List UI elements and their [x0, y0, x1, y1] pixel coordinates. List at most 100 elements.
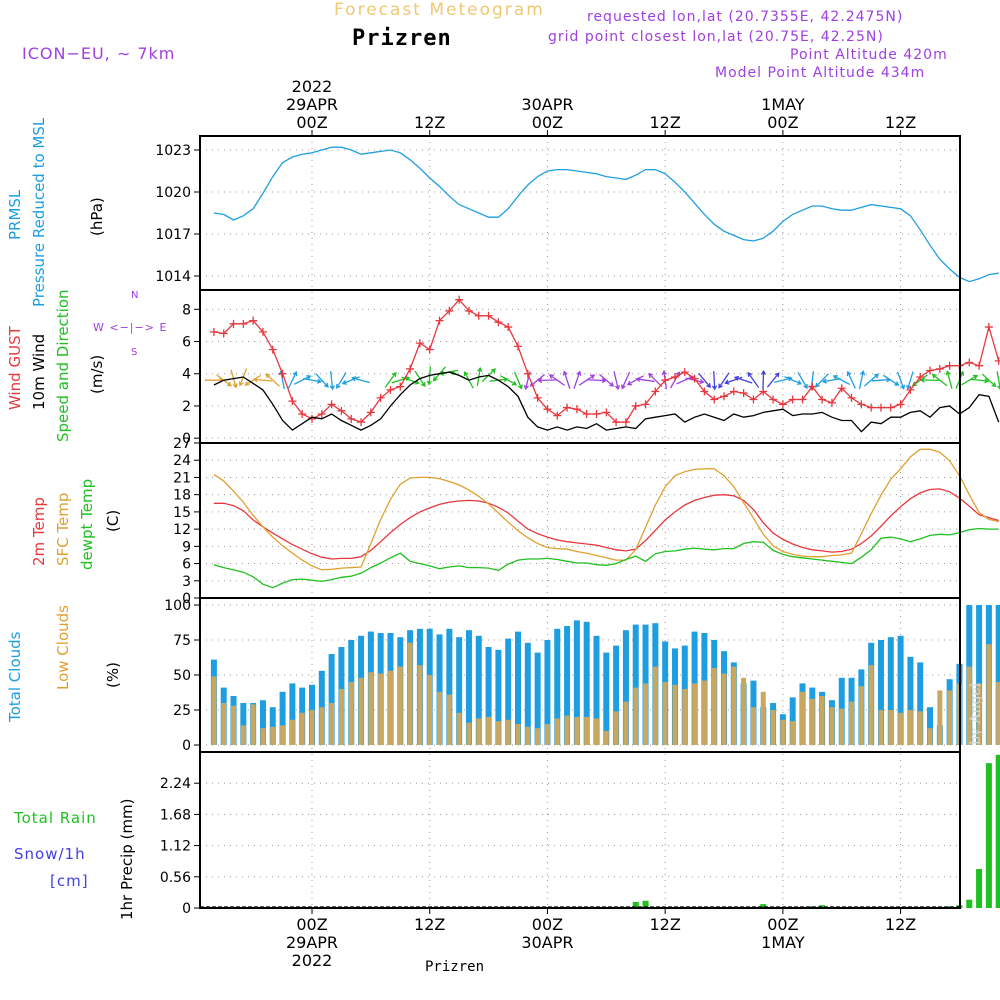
temp-2m-label: 2m Temp: [30, 497, 48, 566]
wind-arrow-shaft: [530, 374, 546, 387]
watermark: by Angel: [968, 682, 984, 745]
forecast-meteogram-title: Forecast Meteogram: [334, 0, 545, 20]
gust-marker: [651, 387, 660, 396]
low-cloud-bar: [898, 712, 904, 745]
total-cloud-bar: [613, 645, 620, 745]
total-clouds-label: Total Clouds: [6, 631, 24, 722]
gust-marker: [670, 372, 679, 381]
wind-arrow: [351, 376, 370, 384]
wind-arrow: [391, 375, 411, 384]
low-cloud-bar: [750, 707, 756, 745]
gust-marker: [827, 398, 836, 407]
gust-marker: [906, 385, 915, 394]
wind-arrow-shaft: [598, 373, 614, 387]
pressure-tick-label: 1020: [155, 185, 191, 201]
wind-arrow-head: [945, 370, 951, 376]
wind-series-10m-wind: [213, 371, 1000, 433]
gust-marker: [945, 361, 954, 370]
low-cloud-bar: [790, 721, 796, 745]
low-cloud-bar: [888, 710, 894, 745]
gust-marker: [327, 400, 336, 409]
wind-arrow-shaft: [578, 374, 595, 386]
temperature-series-dewpt-temp: [213, 527, 999, 589]
wind-arrow: [919, 377, 940, 383]
temperature-series-2m-temp: [213, 488, 999, 560]
low-cloud-bar: [907, 710, 913, 745]
wind-arrow-head: [463, 371, 469, 377]
temperature-series-sfc-temp: [213, 448, 999, 571]
wind-arrow-shaft: [847, 371, 856, 389]
wind-arrow-head: [706, 383, 711, 389]
wind-arrow-head: [699, 378, 705, 385]
low-cloud-bar: [996, 682, 1000, 745]
wind-arrow: [970, 378, 990, 384]
low-cloud-bar: [221, 703, 227, 745]
total-cloud-bar: [269, 707, 276, 745]
wind-arrow-head: [336, 383, 341, 389]
gust-marker: [317, 410, 326, 419]
total-cloud-bar: [554, 628, 561, 745]
wind-arrow-head: [621, 384, 626, 390]
gust-marker: [474, 311, 483, 320]
wind-arrow: [766, 372, 780, 388]
wind-arrow-shaft: [932, 374, 948, 387]
gust-marker: [739, 389, 748, 398]
low-cloud-bar: [593, 718, 599, 745]
wind-arrow: [814, 373, 829, 388]
rain-bar: [632, 901, 639, 908]
low-cloud-bar: [711, 668, 717, 745]
wind-arrow: [760, 369, 767, 390]
wind-tick-label: 0: [182, 431, 191, 447]
wind-arrow-head: [316, 378, 323, 384]
wind-arrow-shaft: [352, 377, 370, 384]
wind-arrow-shaft: [762, 371, 765, 390]
wind-arrow-shaft: [747, 372, 760, 388]
wind-arrow-head: [590, 374, 596, 380]
gust-marker: [563, 403, 572, 412]
total-cloud-bar: [573, 620, 580, 745]
wind-arrow-head: [626, 380, 632, 386]
precip-tick-label: 0: [182, 901, 191, 917]
gust-marker: [798, 395, 807, 404]
total-cloud-bar: [976, 605, 983, 745]
low-cloud-bar: [437, 691, 443, 745]
gust-marker: [680, 368, 689, 377]
wind-arrow-shaft: [833, 375, 850, 385]
low-cloud-bar: [770, 710, 776, 745]
low-cloud-bar: [760, 691, 766, 745]
wind-arrow: [537, 377, 557, 384]
prmsl-desc-label: Pressure Reduced to MSL: [30, 117, 48, 307]
wind-arrow: [832, 375, 850, 385]
low-cloud-bar: [358, 677, 364, 745]
wind-arrow-head: [931, 373, 937, 379]
gust-marker: [337, 406, 346, 415]
low-cloud-bar: [643, 683, 649, 745]
low-cloud-bar: [839, 708, 845, 745]
wind-arrow-shaft: [253, 378, 272, 382]
total-cloud-bar: [897, 635, 904, 745]
temperature-tick-label: 15: [173, 505, 191, 521]
wind-arrow-head: [747, 371, 753, 377]
wind-arrow: [747, 371, 760, 388]
low-cloud-bar: [976, 683, 982, 745]
temperature-tick-label: 18: [173, 488, 191, 504]
gust-marker: [523, 369, 532, 378]
clouds-tick-label: 0: [182, 738, 191, 754]
wind-arrow-shaft: [265, 373, 280, 387]
clouds-tick-label: 25: [173, 703, 191, 719]
total-cloud-bar: [534, 652, 541, 745]
wind-arrow: [578, 374, 596, 386]
temp-unit-label: (C): [104, 509, 122, 532]
wind-tick-label: 4: [182, 367, 191, 383]
gust-marker: [876, 403, 885, 412]
gust-marker: [808, 382, 817, 391]
total-cloud-bar: [465, 630, 472, 745]
low-cloud-bar: [466, 722, 472, 745]
gust-marker: [445, 306, 454, 315]
low-cloud-bar: [544, 724, 550, 745]
low-cloud-bar: [476, 718, 482, 745]
wind-tick-label: 2: [182, 399, 191, 415]
wind-arrow-head: [796, 380, 803, 385]
gust-marker: [710, 395, 719, 404]
